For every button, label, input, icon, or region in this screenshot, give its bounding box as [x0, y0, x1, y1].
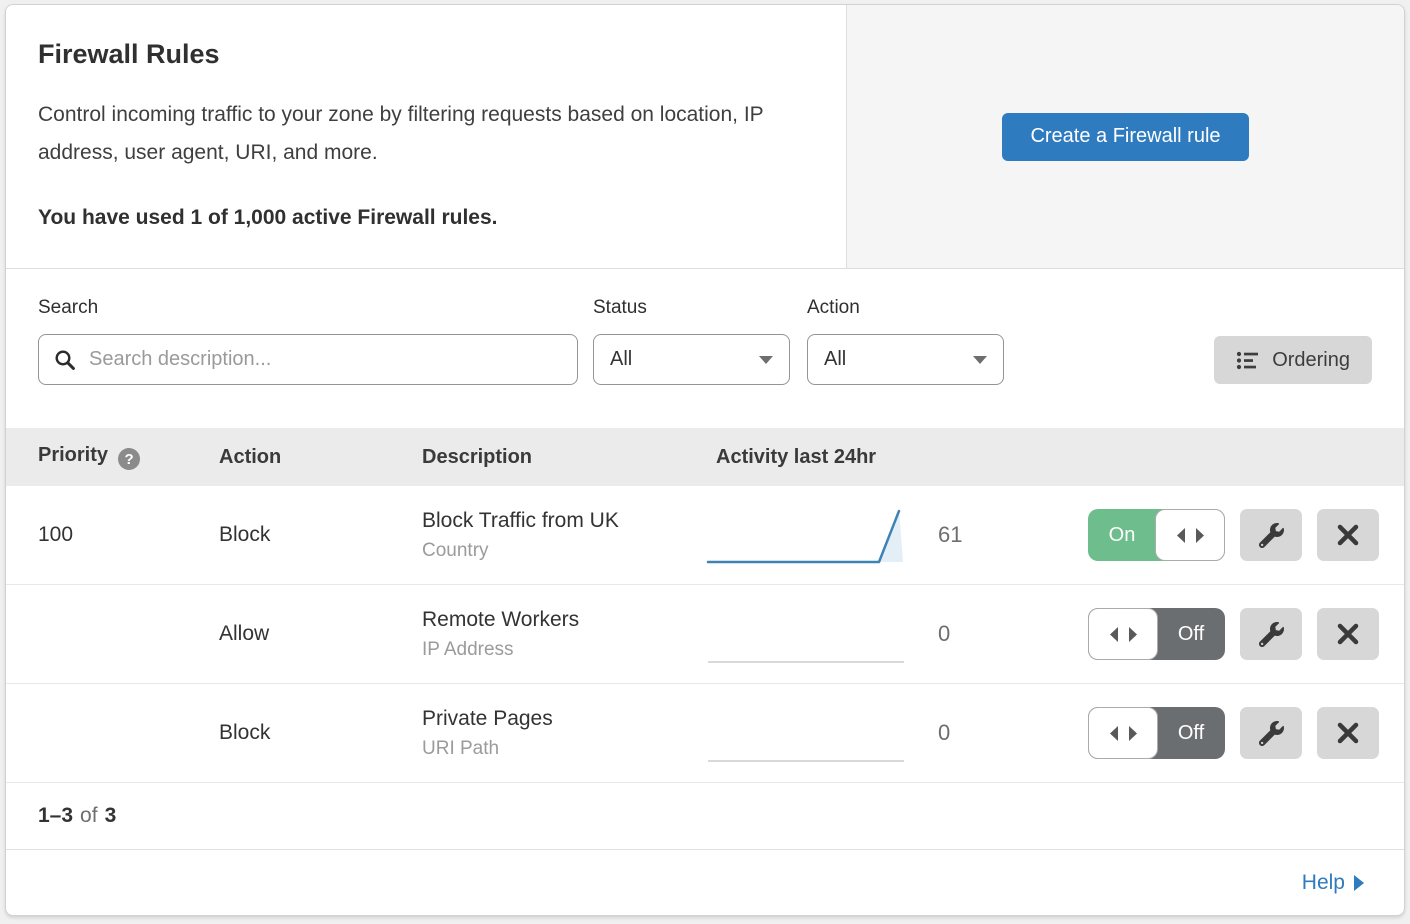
toggle-state-label: Off — [1177, 622, 1205, 645]
delete-rule-button[interactable] — [1317, 707, 1379, 759]
header-action-panel: Create a Firewall rule — [847, 5, 1404, 268]
status-select-value: All — [610, 348, 633, 370]
usage-note: You have used 1 of 1,000 active Firewall… — [38, 206, 498, 229]
activity-sparkline — [708, 760, 904, 762]
delete-rule-button[interactable] — [1317, 608, 1379, 660]
ordering-button[interactable]: Ordering — [1214, 336, 1372, 384]
chevron-down-icon — [759, 355, 773, 364]
status-select[interactable]: All — [593, 334, 790, 385]
footer-bar: Help — [6, 850, 1404, 915]
activity-count: 61 — [938, 522, 963, 547]
action-select[interactable]: All — [807, 334, 1004, 385]
page-header: Firewall Rules Control incoming traffic … — [6, 5, 1404, 269]
search-label: Search — [38, 297, 99, 318]
close-icon — [1337, 722, 1359, 744]
rule-match-type: Country — [422, 539, 489, 561]
edit-rule-button[interactable] — [1240, 608, 1302, 660]
drag-horizontal-icon — [1109, 725, 1137, 741]
rule-description-title: Private Pages — [422, 706, 553, 730]
edit-rule-button[interactable] — [1240, 707, 1302, 759]
table-row: Block Private Pages URI Path 0 Off — [6, 684, 1404, 783]
rule-action: Block — [219, 721, 271, 744]
pagination-total: 3 — [104, 804, 117, 827]
rule-activity: 61 — [706, 505, 1079, 565]
rule-controls: Off — [1079, 608, 1404, 660]
wrench-icon — [1258, 621, 1284, 647]
column-header-description: Description — [422, 445, 533, 468]
rule-description: Remote Workers IP Address — [422, 608, 706, 661]
rule-match-type: URI Path — [422, 737, 500, 759]
toggle-state-label: Off — [1177, 721, 1205, 744]
rule-enabled-toggle[interactable]: Off — [1088, 608, 1225, 660]
search-icon — [55, 349, 75, 370]
rule-priority: 100 — [38, 523, 74, 546]
rule-enabled-toggle[interactable]: On — [1088, 509, 1225, 561]
pagination-range: 1–3 — [38, 804, 74, 827]
close-icon — [1337, 623, 1359, 645]
rule-match-type: IP Address — [422, 638, 514, 660]
header-text-panel: Firewall Rules Control incoming traffic … — [6, 5, 847, 268]
column-header-action: Action — [219, 445, 282, 468]
rule-controls: Off — [1079, 707, 1404, 759]
rule-enabled-toggle[interactable]: Off — [1088, 707, 1225, 759]
firewall-rules-card: Firewall Rules Control incoming traffic … — [5, 4, 1405, 916]
edit-rule-button[interactable] — [1240, 509, 1302, 561]
activity-sparkline — [708, 661, 904, 663]
toggle-knob[interactable] — [1088, 707, 1158, 759]
create-firewall-rule-button[interactable]: Create a Firewall rule — [1002, 112, 1249, 161]
ordered-list-icon — [1237, 351, 1259, 369]
filter-bar: Search Status All Action All — [6, 269, 1404, 428]
chevron-down-icon — [973, 355, 987, 364]
rule-description-title: Remote Workers — [422, 607, 580, 631]
activity-count: 0 — [938, 720, 951, 745]
page-description: Control incoming traffic to your zone by… — [38, 103, 764, 164]
drag-horizontal-icon — [1176, 527, 1204, 543]
page-title: Firewall Rules — [38, 39, 220, 69]
help-link-label: Help — [1301, 870, 1345, 894]
table-row: Allow Remote Workers IP Address 0 Off — [6, 585, 1404, 684]
search-filter: Search — [38, 297, 578, 385]
rule-description: Private Pages URI Path — [422, 707, 706, 760]
rule-description: Block Traffic from UK Country — [422, 509, 706, 562]
action-label: Action — [807, 297, 860, 318]
close-icon — [1337, 524, 1359, 546]
rule-activity: 0 — [706, 604, 1079, 664]
toggle-state-label: On — [1108, 523, 1136, 546]
column-header-priority: Priority? — [38, 444, 219, 471]
action-select-value: All — [824, 348, 847, 370]
search-box[interactable] — [38, 334, 578, 385]
column-header-activity: Activity last 24hr — [716, 445, 877, 468]
drag-horizontal-icon — [1109, 626, 1137, 642]
activity-count: 0 — [938, 621, 951, 646]
wrench-icon — [1258, 522, 1284, 548]
table-header: Priority? Action Description Activity la… — [6, 428, 1404, 486]
wrench-icon — [1258, 720, 1284, 746]
rule-action: Block — [219, 523, 271, 546]
status-filter: Status All — [593, 297, 790, 385]
ordering-button-label: Ordering — [1272, 348, 1350, 371]
rule-action: Allow — [219, 622, 270, 645]
help-link[interactable]: Help — [1302, 871, 1364, 895]
toggle-knob[interactable] — [1155, 509, 1225, 561]
rule-activity: 0 — [706, 703, 1079, 763]
pagination-of-label: of — [80, 804, 98, 827]
status-label: Status — [593, 297, 647, 318]
delete-rule-button[interactable] — [1317, 509, 1379, 561]
activity-sparkline — [706, 509, 903, 564]
rule-description-title: Block Traffic from UK — [422, 508, 619, 532]
pagination-bar: 1–3 of 3 — [6, 783, 1404, 850]
action-filter: Action All — [807, 297, 1004, 385]
search-input[interactable] — [87, 347, 562, 372]
rule-controls: On — [1079, 509, 1404, 561]
table-row: 100 Block Block Traffic from UK Country … — [6, 486, 1404, 585]
arrow-right-icon — [1354, 874, 1364, 891]
toggle-knob[interactable] — [1088, 608, 1158, 660]
priority-help-icon[interactable]: ? — [118, 448, 141, 471]
